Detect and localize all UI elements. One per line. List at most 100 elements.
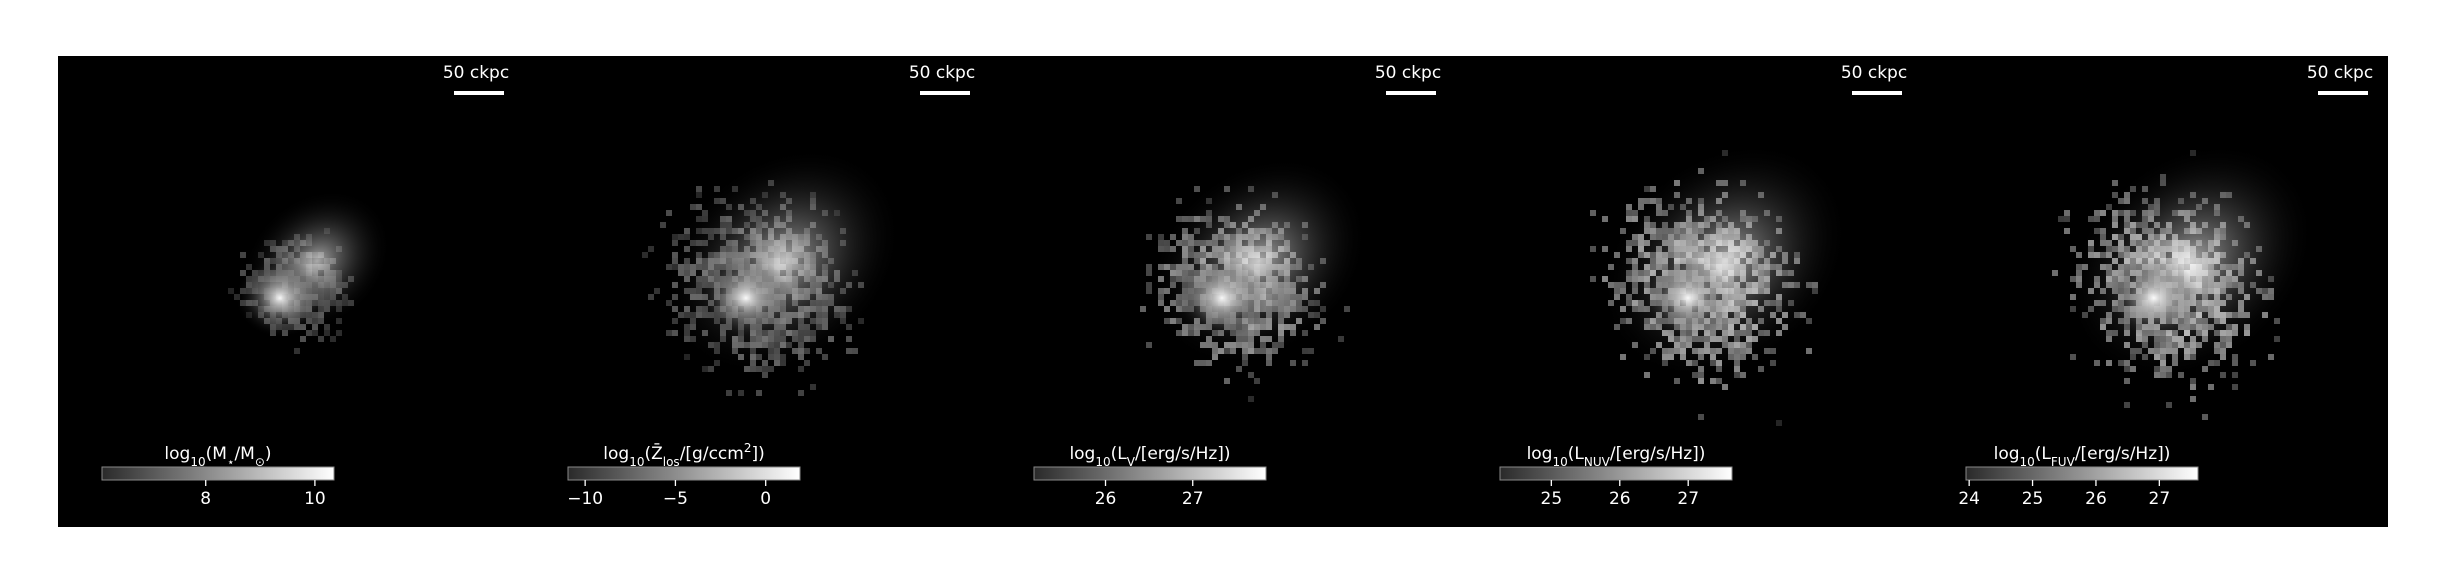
pixel — [2220, 372, 2226, 378]
pixel — [2058, 216, 2064, 222]
scalebar — [920, 91, 970, 95]
pixel — [1200, 360, 1206, 366]
tick-label: 24 — [1958, 489, 1980, 509]
label-part: /[erg/s/Hz]) — [1135, 444, 1231, 464]
label-part: log — [1069, 444, 1095, 464]
pixel — [1140, 306, 1146, 312]
pixel — [2064, 216, 2070, 222]
pixel — [846, 336, 852, 342]
pixel — [696, 186, 702, 192]
pixel — [756, 390, 762, 396]
pixel — [804, 360, 810, 366]
pixel — [2268, 354, 2274, 360]
pixel — [336, 330, 342, 336]
pixel — [1338, 336, 1344, 342]
pixel — [2124, 378, 2130, 384]
colorbar — [1033, 466, 1267, 481]
label-part: log — [603, 444, 629, 464]
scalebar-label: 50 ckpc — [1375, 63, 1441, 83]
label-part: los — [663, 455, 680, 469]
scalebar — [2318, 91, 2368, 95]
pixel — [1590, 276, 1596, 282]
colorbar-label: log10(LNUV/[erg/s/Hz]) — [1527, 444, 1706, 469]
pixel — [1644, 186, 1650, 192]
pixel — [1146, 282, 1152, 288]
pixel — [2208, 384, 2214, 390]
pixel — [330, 336, 336, 342]
tick-label: −10 — [567, 489, 603, 509]
tick-label: 27 — [1182, 489, 1204, 509]
pixel — [2064, 228, 2070, 234]
tick-label: 26 — [2085, 489, 2107, 509]
label-part: log — [164, 444, 190, 464]
colorbar — [101, 466, 335, 481]
label-part: /[erg/s/Hz]) — [2075, 444, 2171, 464]
galaxy-image — [1590, 142, 1849, 426]
pixel — [702, 366, 708, 372]
pixel — [1758, 366, 1764, 372]
pixel — [1770, 360, 1776, 366]
pixel — [1620, 354, 1626, 360]
pixel — [1806, 348, 1812, 354]
label-part: 2 — [744, 441, 752, 455]
pixel — [1248, 396, 1254, 402]
pixel — [648, 246, 654, 252]
pixel — [1266, 360, 1272, 366]
pixel — [672, 330, 678, 336]
scalebar-label: 50 ckpc — [443, 63, 509, 83]
tick-label: 26 — [1095, 489, 1117, 509]
galaxy-core — [1643, 258, 1733, 338]
label-part: ]) — [751, 444, 764, 464]
pixel — [2190, 378, 2196, 384]
pixel — [1146, 342, 1152, 348]
pixel — [696, 192, 702, 198]
tick-label: 8 — [200, 489, 211, 509]
pixel — [1146, 288, 1152, 294]
colorbar — [1499, 466, 1733, 481]
pixel — [1590, 210, 1596, 216]
pixel — [2274, 336, 2280, 342]
tick-label: 27 — [2149, 489, 2171, 509]
label-part: (L — [2035, 444, 2052, 464]
pixel — [2112, 180, 2118, 186]
pixel — [642, 252, 648, 258]
pixel — [2190, 396, 2196, 402]
pixel — [672, 234, 678, 240]
pixel — [654, 288, 660, 294]
panel: 50 ckpc log10(LV/[erg/s/Hz]) 26 27 — [1033, 63, 1441, 509]
pixel — [228, 288, 234, 294]
label-part: 10 — [629, 455, 644, 469]
tick-label: 25 — [2022, 489, 2044, 509]
scalebar-label: 50 ckpc — [1841, 63, 1907, 83]
pixel — [2232, 360, 2238, 366]
pixel — [1344, 306, 1350, 312]
pixel — [240, 252, 246, 258]
label-part: (L — [1568, 444, 1585, 464]
galaxy-core — [2109, 258, 2199, 338]
pixel — [690, 204, 696, 210]
colorbar-label: log10(Z̄los/[g/ccm2]) — [603, 441, 764, 469]
colorbar-label: log10(LV/[erg/s/Hz]) — [1069, 444, 1230, 469]
galaxy-image — [1140, 156, 1368, 402]
pixel — [666, 210, 672, 216]
panel: 50 ckpc log10(LFUV/[erg/s/Hz]) 24 25 26 27 — [1958, 63, 2373, 509]
pixel — [2232, 384, 2238, 390]
pixel — [306, 330, 312, 336]
panel: 50 ckpc log10(LNUV/[erg/s/Hz]) 25 26 27 — [1499, 63, 1907, 509]
pixel — [648, 294, 654, 300]
pixel — [1158, 234, 1164, 240]
pixel — [1734, 372, 1740, 378]
galaxy-core — [235, 258, 325, 338]
tick-label: 26 — [1609, 489, 1631, 509]
colorbar-label: log10(M⋆/M⊙) — [164, 444, 271, 469]
galaxy-core — [701, 258, 791, 338]
pixel — [1674, 378, 1680, 384]
label-part: (L — [1111, 444, 1128, 464]
pixel — [2052, 270, 2058, 276]
pixel — [2202, 414, 2208, 420]
pixel — [2250, 360, 2256, 366]
pixel — [822, 354, 828, 360]
pixel — [318, 336, 324, 342]
